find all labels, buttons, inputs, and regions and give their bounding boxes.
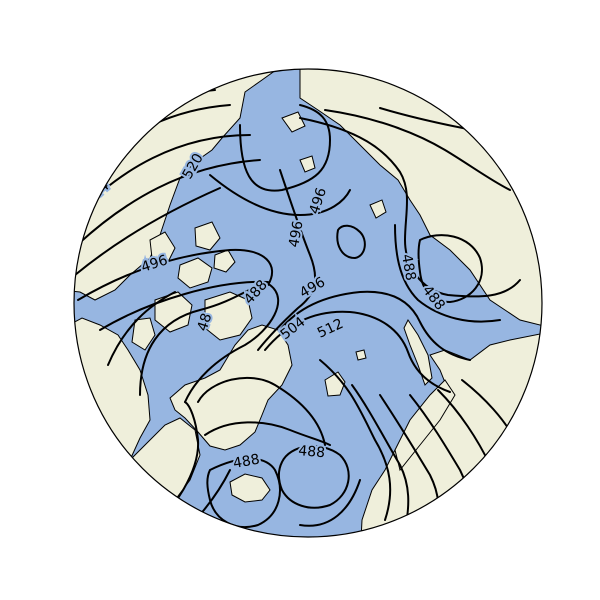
land-scandinavia <box>394 379 456 472</box>
contour-line <box>324 109 511 191</box>
contour-line <box>264 310 451 393</box>
contour-line <box>77 248 274 301</box>
contour-line <box>99 280 269 331</box>
contour-line <box>336 224 366 259</box>
land-island-5 <box>194 221 221 251</box>
contour-line <box>299 479 361 527</box>
contour-line <box>319 359 392 521</box>
contour-line <box>139 283 280 403</box>
ocean-background <box>74 69 542 537</box>
land-siberian-island-2 <box>299 155 316 173</box>
contour-line <box>394 224 501 323</box>
land-island-2 <box>154 291 193 333</box>
contour-line <box>257 169 317 351</box>
contour-line <box>74 187 221 276</box>
land-siberian-island-1 <box>369 199 387 219</box>
land-novaya-zemlya <box>403 319 433 386</box>
land-franz-josef <box>355 349 367 361</box>
land-siberian-island-3 <box>281 111 306 133</box>
contour-line <box>351 384 410 531</box>
contour-line <box>74 159 261 249</box>
contour-line <box>206 457 281 528</box>
land-island-6 <box>149 231 176 263</box>
contour-label: 488 <box>298 443 326 461</box>
land-svalbard <box>324 371 346 397</box>
contour-line <box>299 117 521 298</box>
contour-line <box>197 376 326 446</box>
land-iceland <box>229 473 271 503</box>
height-contours <box>74 89 541 537</box>
contour-line <box>107 291 176 366</box>
contour-line <box>204 421 331 446</box>
contour-line <box>279 290 471 361</box>
contour-line <box>239 104 331 192</box>
land-island-3 <box>177 257 213 289</box>
land-greenland <box>169 324 293 451</box>
land-island-4 <box>131 317 156 351</box>
map-boundary <box>73 68 543 538</box>
contour-line <box>417 234 483 303</box>
